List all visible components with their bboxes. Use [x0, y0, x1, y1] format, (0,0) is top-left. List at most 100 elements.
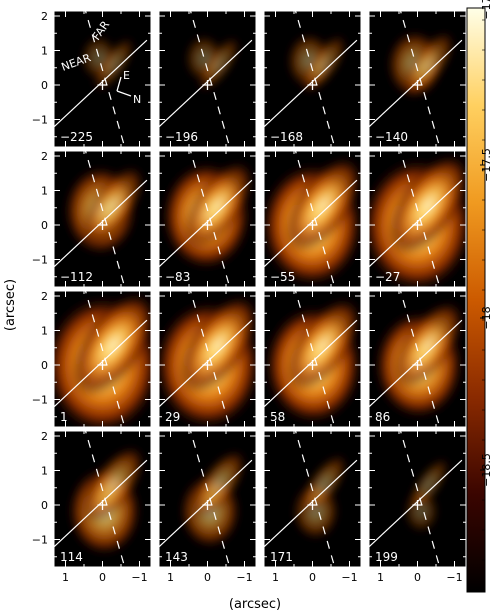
- y-tick-label: 0: [41, 219, 48, 232]
- y-tick-label: −1: [32, 534, 48, 547]
- minor-axis-dashed-line: [294, 431, 336, 567]
- minor-axis-dashed-line: [189, 291, 231, 427]
- nucleus-cross: [202, 360, 213, 370]
- panel-ticks: [54, 151, 151, 287]
- panel-ticks: [159, 11, 256, 147]
- east-label: E: [123, 69, 130, 82]
- nucleus-cross: [97, 80, 108, 90]
- minor-axis-dashed-line: [189, 11, 231, 147]
- channel-panel: 58: [263, 290, 362, 428]
- channel-panel: 29: [158, 290, 257, 428]
- channel-panel: 171 1 0 −1: [263, 430, 362, 584]
- minor-axis-dashed-line: [399, 431, 441, 567]
- velocity-label: 143: [165, 550, 188, 564]
- emission-map: [403, 456, 450, 534]
- channel-panel: −196: [158, 10, 257, 148]
- panel-ticks: [54, 11, 151, 147]
- nucleus-cross: [307, 500, 318, 510]
- panel-ticks: [369, 431, 466, 567]
- nucleus-cross: [202, 500, 213, 510]
- panel-ticks: [264, 431, 361, 567]
- minor-axis-dashed-line: [189, 151, 231, 287]
- y-tick-label: 1: [41, 45, 48, 58]
- velocity-label: 171: [270, 550, 293, 564]
- minor-axis-dashed-line: [399, 291, 441, 427]
- x-tick-label: 0: [309, 571, 316, 584]
- y-tick-label: 2: [41, 290, 48, 303]
- velocity-label: 58: [270, 410, 285, 424]
- channel-panel: −27: [368, 150, 467, 288]
- channel-panel: 143 1 0 −1: [158, 430, 257, 584]
- minor-axis-dashed-line: [84, 151, 126, 287]
- velocity-label: −225: [60, 130, 93, 144]
- colorbar-tick-label: −18: [480, 306, 493, 329]
- channel-panel: −140: [368, 10, 467, 148]
- emission-map: [291, 453, 348, 541]
- channel-panel: 86: [368, 290, 467, 428]
- channel-panel: 199 1 0 −1: [368, 430, 467, 584]
- panel-ticks: [369, 11, 466, 147]
- emission-map: [67, 445, 145, 557]
- velocity-label: −168: [270, 130, 303, 144]
- y-tick-label: 0: [41, 359, 48, 372]
- emission-map: [286, 32, 348, 95]
- channel-panel: −168: [263, 10, 362, 148]
- minor-axis-dashed-line: [84, 431, 126, 567]
- x-tick-label: −1: [131, 571, 147, 584]
- x-tick-label: 1: [167, 571, 174, 584]
- panel-ticks: [159, 291, 256, 427]
- nucleus-cross: [307, 360, 318, 370]
- channel-panel: −55: [263, 150, 362, 288]
- minor-axis-dashed-line: [399, 151, 441, 287]
- velocity-label: −196: [165, 130, 198, 144]
- y-tick-label: 2: [41, 10, 48, 23]
- minor-axis-dashed-line: [84, 11, 126, 147]
- nucleus-cross: [307, 80, 318, 90]
- nucleus-cross: [307, 220, 318, 230]
- velocity-label: 199: [375, 550, 398, 564]
- minor-axis-dashed-line: [84, 291, 126, 427]
- y-tick-label: 0: [41, 79, 48, 92]
- x-tick-label: 1: [377, 571, 384, 584]
- x-tick-label: −1: [236, 571, 252, 584]
- emission-map: [80, 34, 135, 93]
- panel-ticks: [159, 431, 256, 567]
- emission-map: [63, 165, 145, 256]
- minor-axis-dashed-line: [399, 11, 441, 147]
- x-tick-label: 1: [62, 571, 69, 584]
- x-tick-label: 0: [99, 571, 106, 584]
- velocity-label: −83: [165, 270, 190, 284]
- colorbar-ticks: −17 −17.5 −18 −18.5: [480, 0, 493, 591]
- nucleus-cross: [202, 80, 213, 90]
- colorbar-gradient: [466, 7, 486, 593]
- panel-ticks: [54, 431, 151, 567]
- emission-map: [179, 448, 247, 549]
- panel-ticks: [264, 291, 361, 427]
- panel-ticks: [54, 291, 151, 427]
- panel-ticks: [159, 151, 256, 287]
- velocity-label: 29: [165, 410, 180, 424]
- minor-axis-dashed-line: [294, 291, 336, 427]
- velocity-label: 1: [60, 410, 68, 424]
- y-tick-label: 0: [41, 499, 48, 512]
- nucleus-cross: [97, 500, 108, 510]
- colorbar: −17 −17.5 −18 −18.5: [466, 0, 493, 593]
- minor-axis-dashed-line: [294, 11, 336, 147]
- y-axis-label: (arcsec): [3, 279, 18, 331]
- nucleus-cross: [412, 80, 423, 90]
- channel-panel: −112 2 1 0 −1: [32, 150, 152, 288]
- emission-map: [184, 34, 241, 93]
- channel-panel: 114 2 1 0 −1 1 0 −1: [32, 430, 152, 584]
- velocity-label: −112: [60, 270, 93, 284]
- nucleus-cross: [97, 360, 108, 370]
- x-tick-label: 0: [204, 571, 211, 584]
- velocity-label: 86: [375, 410, 390, 424]
- panel-ticks: [369, 151, 466, 287]
- channel-panel: 1 2 1 0 −1: [32, 290, 152, 428]
- nucleus-cross: [202, 220, 213, 230]
- panel-ticks: [264, 11, 361, 147]
- colorbar-tick-label: −18.5: [480, 453, 493, 487]
